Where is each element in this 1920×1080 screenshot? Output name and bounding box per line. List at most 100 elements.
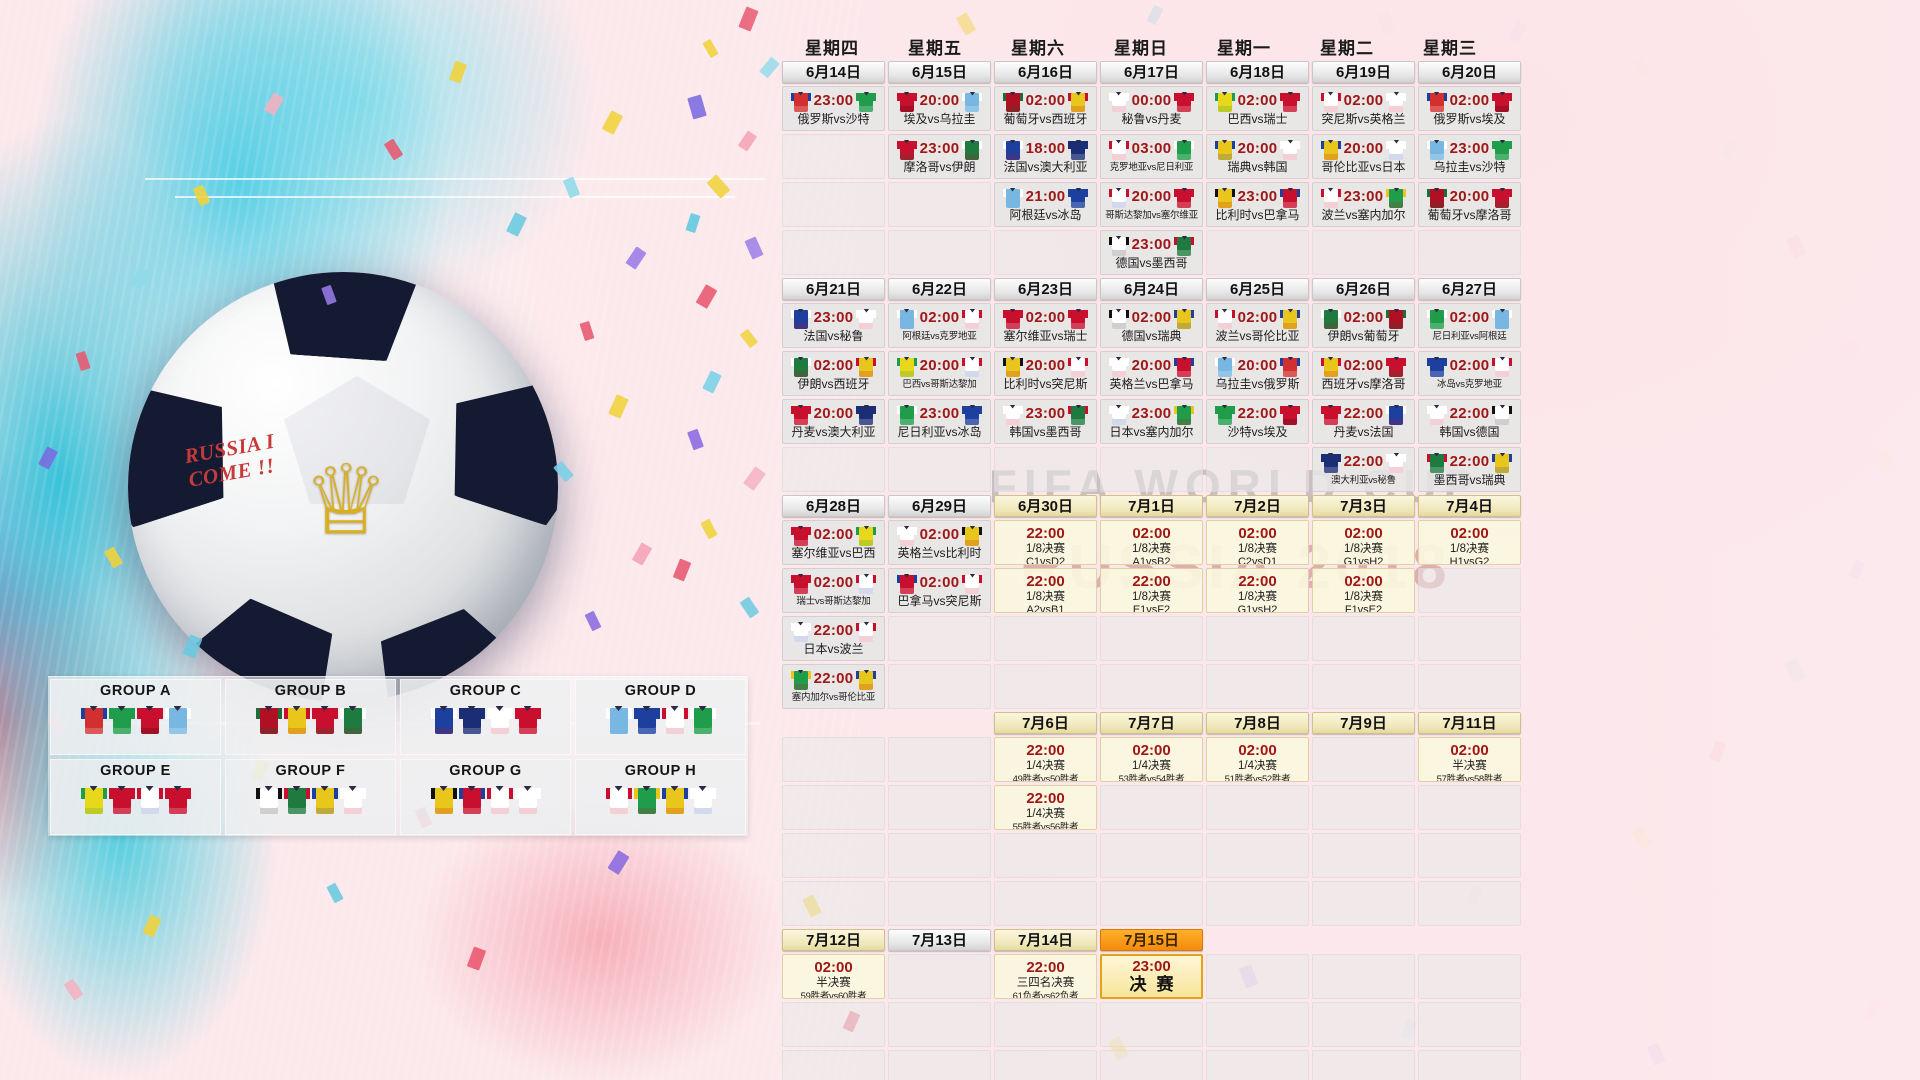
group-match-cell[interactable]: 02:00 阿根廷vs克罗地亚 xyxy=(888,303,991,348)
group-cell-group-h[interactable]: GROUP H xyxy=(575,759,746,835)
group-match-cell[interactable]: 00:00 秘鲁vs丹麦 xyxy=(1100,86,1203,131)
date-header-7月8日[interactable]: 7月8日 xyxy=(1206,712,1309,734)
date-header-7月12日[interactable]: 7月12日 xyxy=(782,929,885,951)
group-match-cell[interactable]: 02:00 尼日利亚vs阿根廷 xyxy=(1418,303,1521,348)
date-header-6月19日[interactable]: 6月19日 xyxy=(1312,61,1415,83)
group-match-cell[interactable]: 20:00 哥斯达黎加vs塞尔维亚 xyxy=(1100,182,1203,227)
group-match-cell[interactable]: 20:00 哥伦比亚vs日本 xyxy=(1312,134,1415,179)
group-match-cell[interactable]: 23:00 韩国vs墨西哥 xyxy=(994,399,1097,444)
group-match-cell[interactable]: 02:00 突尼斯vs英格兰 xyxy=(1312,86,1415,131)
group-match-cell[interactable]: 22:00 塞内加尔vs哥伦比亚 xyxy=(782,664,885,709)
group-cell-group-c[interactable]: GROUP C xyxy=(400,679,571,755)
date-header-7月1日[interactable]: 7月1日 xyxy=(1100,495,1203,517)
knockout-match-cell[interactable]: 22:00 1/8决赛 E1vsF2 xyxy=(1100,568,1203,613)
group-cell-group-a[interactable]: GROUP A xyxy=(50,679,221,755)
group-match-cell[interactable]: 22:00 日本vs波兰 xyxy=(782,616,885,661)
date-header-6月25日[interactable]: 6月25日 xyxy=(1206,278,1309,300)
knockout-match-cell[interactable]: 22:00 三四名决赛 61负者vs62负者 xyxy=(994,954,1097,999)
group-match-cell[interactable]: 03:00 克罗地亚vs尼日利亚 xyxy=(1100,134,1203,179)
date-header-7月14日[interactable]: 7月14日 xyxy=(994,929,1097,951)
date-header-6月21日[interactable]: 6月21日 xyxy=(782,278,885,300)
group-match-cell[interactable]: 23:00 摩洛哥vs伊朗 xyxy=(888,134,991,179)
group-match-cell[interactable]: 23:00 日本vs塞内加尔 xyxy=(1100,399,1203,444)
knockout-match-cell[interactable]: 22:00 1/8决赛 A2vsB1 xyxy=(994,568,1097,613)
date-header-7月3日[interactable]: 7月3日 xyxy=(1312,495,1415,517)
date-header-6月15日[interactable]: 6月15日 xyxy=(888,61,991,83)
date-header-7月2日[interactable]: 7月2日 xyxy=(1206,495,1309,517)
date-header-6月26日[interactable]: 6月26日 xyxy=(1312,278,1415,300)
date-header-6月22日[interactable]: 6月22日 xyxy=(888,278,991,300)
group-match-cell[interactable]: 20:00 瑞典vs韩国 xyxy=(1206,134,1309,179)
group-match-cell[interactable]: 02:00 伊朗vs西班牙 xyxy=(782,351,885,396)
knockout-match-cell[interactable]: 02:00 1/8决赛 F1vsE2 xyxy=(1312,568,1415,613)
group-match-cell[interactable]: 18:00 法国vs澳大利亚 xyxy=(994,134,1097,179)
date-header-6月27日[interactable]: 6月27日 xyxy=(1418,278,1521,300)
group-match-cell[interactable]: 02:00 冰岛vs克罗地亚 xyxy=(1418,351,1521,396)
group-match-cell[interactable]: 23:00 俄罗斯vs沙特 xyxy=(782,86,885,131)
group-match-cell[interactable]: 20:00 英格兰vs巴拿马 xyxy=(1100,351,1203,396)
group-match-cell[interactable]: 02:00 伊朗vs葡萄牙 xyxy=(1312,303,1415,348)
group-match-cell[interactable]: 02:00 塞尔维亚vs瑞士 xyxy=(994,303,1097,348)
group-match-cell[interactable]: 20:00 巴西vs哥斯达黎加 xyxy=(888,351,991,396)
group-match-cell[interactable]: 22:00 澳大利亚vs秘鲁 xyxy=(1312,447,1415,492)
group-match-cell[interactable]: 22:00 墨西哥vs瑞典 xyxy=(1418,447,1521,492)
date-header-7月4日[interactable]: 7月4日 xyxy=(1418,495,1521,517)
date-header-6月18日[interactable]: 6月18日 xyxy=(1206,61,1309,83)
knockout-match-cell[interactable]: 22:00 1/8决赛 C1vsD2 xyxy=(994,520,1097,565)
group-cell-group-d[interactable]: GROUP D xyxy=(575,679,746,755)
group-cell-group-g[interactable]: GROUP G xyxy=(400,759,571,835)
date-header-6月23日[interactable]: 6月23日 xyxy=(994,278,1097,300)
group-match-cell[interactable]: 02:00 英格兰vs比利时 xyxy=(888,520,991,565)
group-match-cell[interactable]: 20:00 乌拉圭vs俄罗斯 xyxy=(1206,351,1309,396)
group-match-cell[interactable]: 23:00 法国vs秘鲁 xyxy=(782,303,885,348)
group-match-cell[interactable]: 02:00 巴拿马vs突尼斯 xyxy=(888,568,991,613)
group-match-cell[interactable]: 23:00 比利时vs巴拿马 xyxy=(1206,182,1309,227)
date-header-6月24日[interactable]: 6月24日 xyxy=(1100,278,1203,300)
group-match-cell[interactable]: 02:00 巴西vs瑞士 xyxy=(1206,86,1309,131)
group-match-cell[interactable]: 22:00 丹麦vs法国 xyxy=(1312,399,1415,444)
knockout-match-cell[interactable]: 02:00 1/8决赛 A1vsB2 xyxy=(1100,520,1203,565)
knockout-match-cell[interactable]: 02:00 半决赛 59胜者vs60胜者 xyxy=(782,954,885,999)
date-header-6月16日[interactable]: 6月16日 xyxy=(994,61,1097,83)
knockout-match-cell[interactable]: 22:00 1/4决赛 55胜者vs56胜者 xyxy=(994,785,1097,830)
group-match-cell[interactable]: 20:00 葡萄牙vs摩洛哥 xyxy=(1418,182,1521,227)
knockout-match-cell[interactable]: 02:00 1/8决赛 G1vsH2 xyxy=(1312,520,1415,565)
knockout-match-cell[interactable]: 02:00 1/4决赛 51胜者vs52胜者 xyxy=(1206,737,1309,782)
group-match-cell[interactable]: 02:00 德国vs瑞典 xyxy=(1100,303,1203,348)
group-match-cell[interactable]: 02:00 葡萄牙vs西班牙 xyxy=(994,86,1097,131)
knockout-match-cell[interactable]: 02:00 1/8决赛 C2vsD1 xyxy=(1206,520,1309,565)
date-header-6月29日[interactable]: 6月29日 xyxy=(888,495,991,517)
knockout-match-cell[interactable]: 02:00 1/4决赛 53胜者vs54胜者 xyxy=(1100,737,1203,782)
group-match-cell[interactable]: 20:00 丹麦vs澳大利亚 xyxy=(782,399,885,444)
date-header-7月15日[interactable]: 7月15日 xyxy=(1100,929,1203,951)
date-header-6月20日[interactable]: 6月20日 xyxy=(1418,61,1521,83)
group-cell-group-e[interactable]: GROUP E xyxy=(50,759,221,835)
date-header-7月13日[interactable]: 7月13日 xyxy=(888,929,991,951)
knockout-match-cell[interactable]: 02:00 1/8决赛 H1vsG2 xyxy=(1418,520,1521,565)
group-match-cell[interactable]: 23:00 德国vs墨西哥 xyxy=(1100,230,1203,275)
final-match-cell[interactable]: 23:00 决赛 xyxy=(1100,954,1203,999)
knockout-match-cell[interactable]: 22:00 1/8决赛 G1vsH2 xyxy=(1206,568,1309,613)
group-match-cell[interactable]: 20:00 比利时vs突尼斯 xyxy=(994,351,1097,396)
group-match-cell[interactable]: 02:00 塞尔维亚vs巴西 xyxy=(782,520,885,565)
group-match-cell[interactable]: 22:00 韩国vs德国 xyxy=(1418,399,1521,444)
group-match-cell[interactable]: 02:00 西班牙vs摩洛哥 xyxy=(1312,351,1415,396)
date-header-7月7日[interactable]: 7月7日 xyxy=(1100,712,1203,734)
group-match-cell[interactable]: 02:00 瑞士vs哥斯达黎加 xyxy=(782,568,885,613)
group-match-cell[interactable]: 22:00 沙特vs埃及 xyxy=(1206,399,1309,444)
date-header-6月17日[interactable]: 6月17日 xyxy=(1100,61,1203,83)
date-header-6月28日[interactable]: 6月28日 xyxy=(782,495,885,517)
group-match-cell[interactable]: 21:00 阿根廷vs冰岛 xyxy=(994,182,1097,227)
group-match-cell[interactable]: 20:00 埃及vs乌拉圭 xyxy=(888,86,991,131)
group-match-cell[interactable]: 02:00 波兰vs哥伦比亚 xyxy=(1206,303,1309,348)
group-cell-group-f[interactable]: GROUP F xyxy=(225,759,396,835)
date-header-7月11日[interactable]: 7月11日 xyxy=(1418,712,1521,734)
group-match-cell[interactable]: 23:00 尼日利亚vs冰岛 xyxy=(888,399,991,444)
date-header-6月30日[interactable]: 6月30日 xyxy=(994,495,1097,517)
group-match-cell[interactable]: 23:00 乌拉圭vs沙特 xyxy=(1418,134,1521,179)
date-header-6月14日[interactable]: 6月14日 xyxy=(782,61,885,83)
date-header-7月6日[interactable]: 7月6日 xyxy=(994,712,1097,734)
knockout-match-cell[interactable]: 22:00 1/4决赛 49胜者vs50胜者 xyxy=(994,737,1097,782)
group-cell-group-b[interactable]: GROUP B xyxy=(225,679,396,755)
group-match-cell[interactable]: 23:00 波兰vs塞内加尔 xyxy=(1312,182,1415,227)
